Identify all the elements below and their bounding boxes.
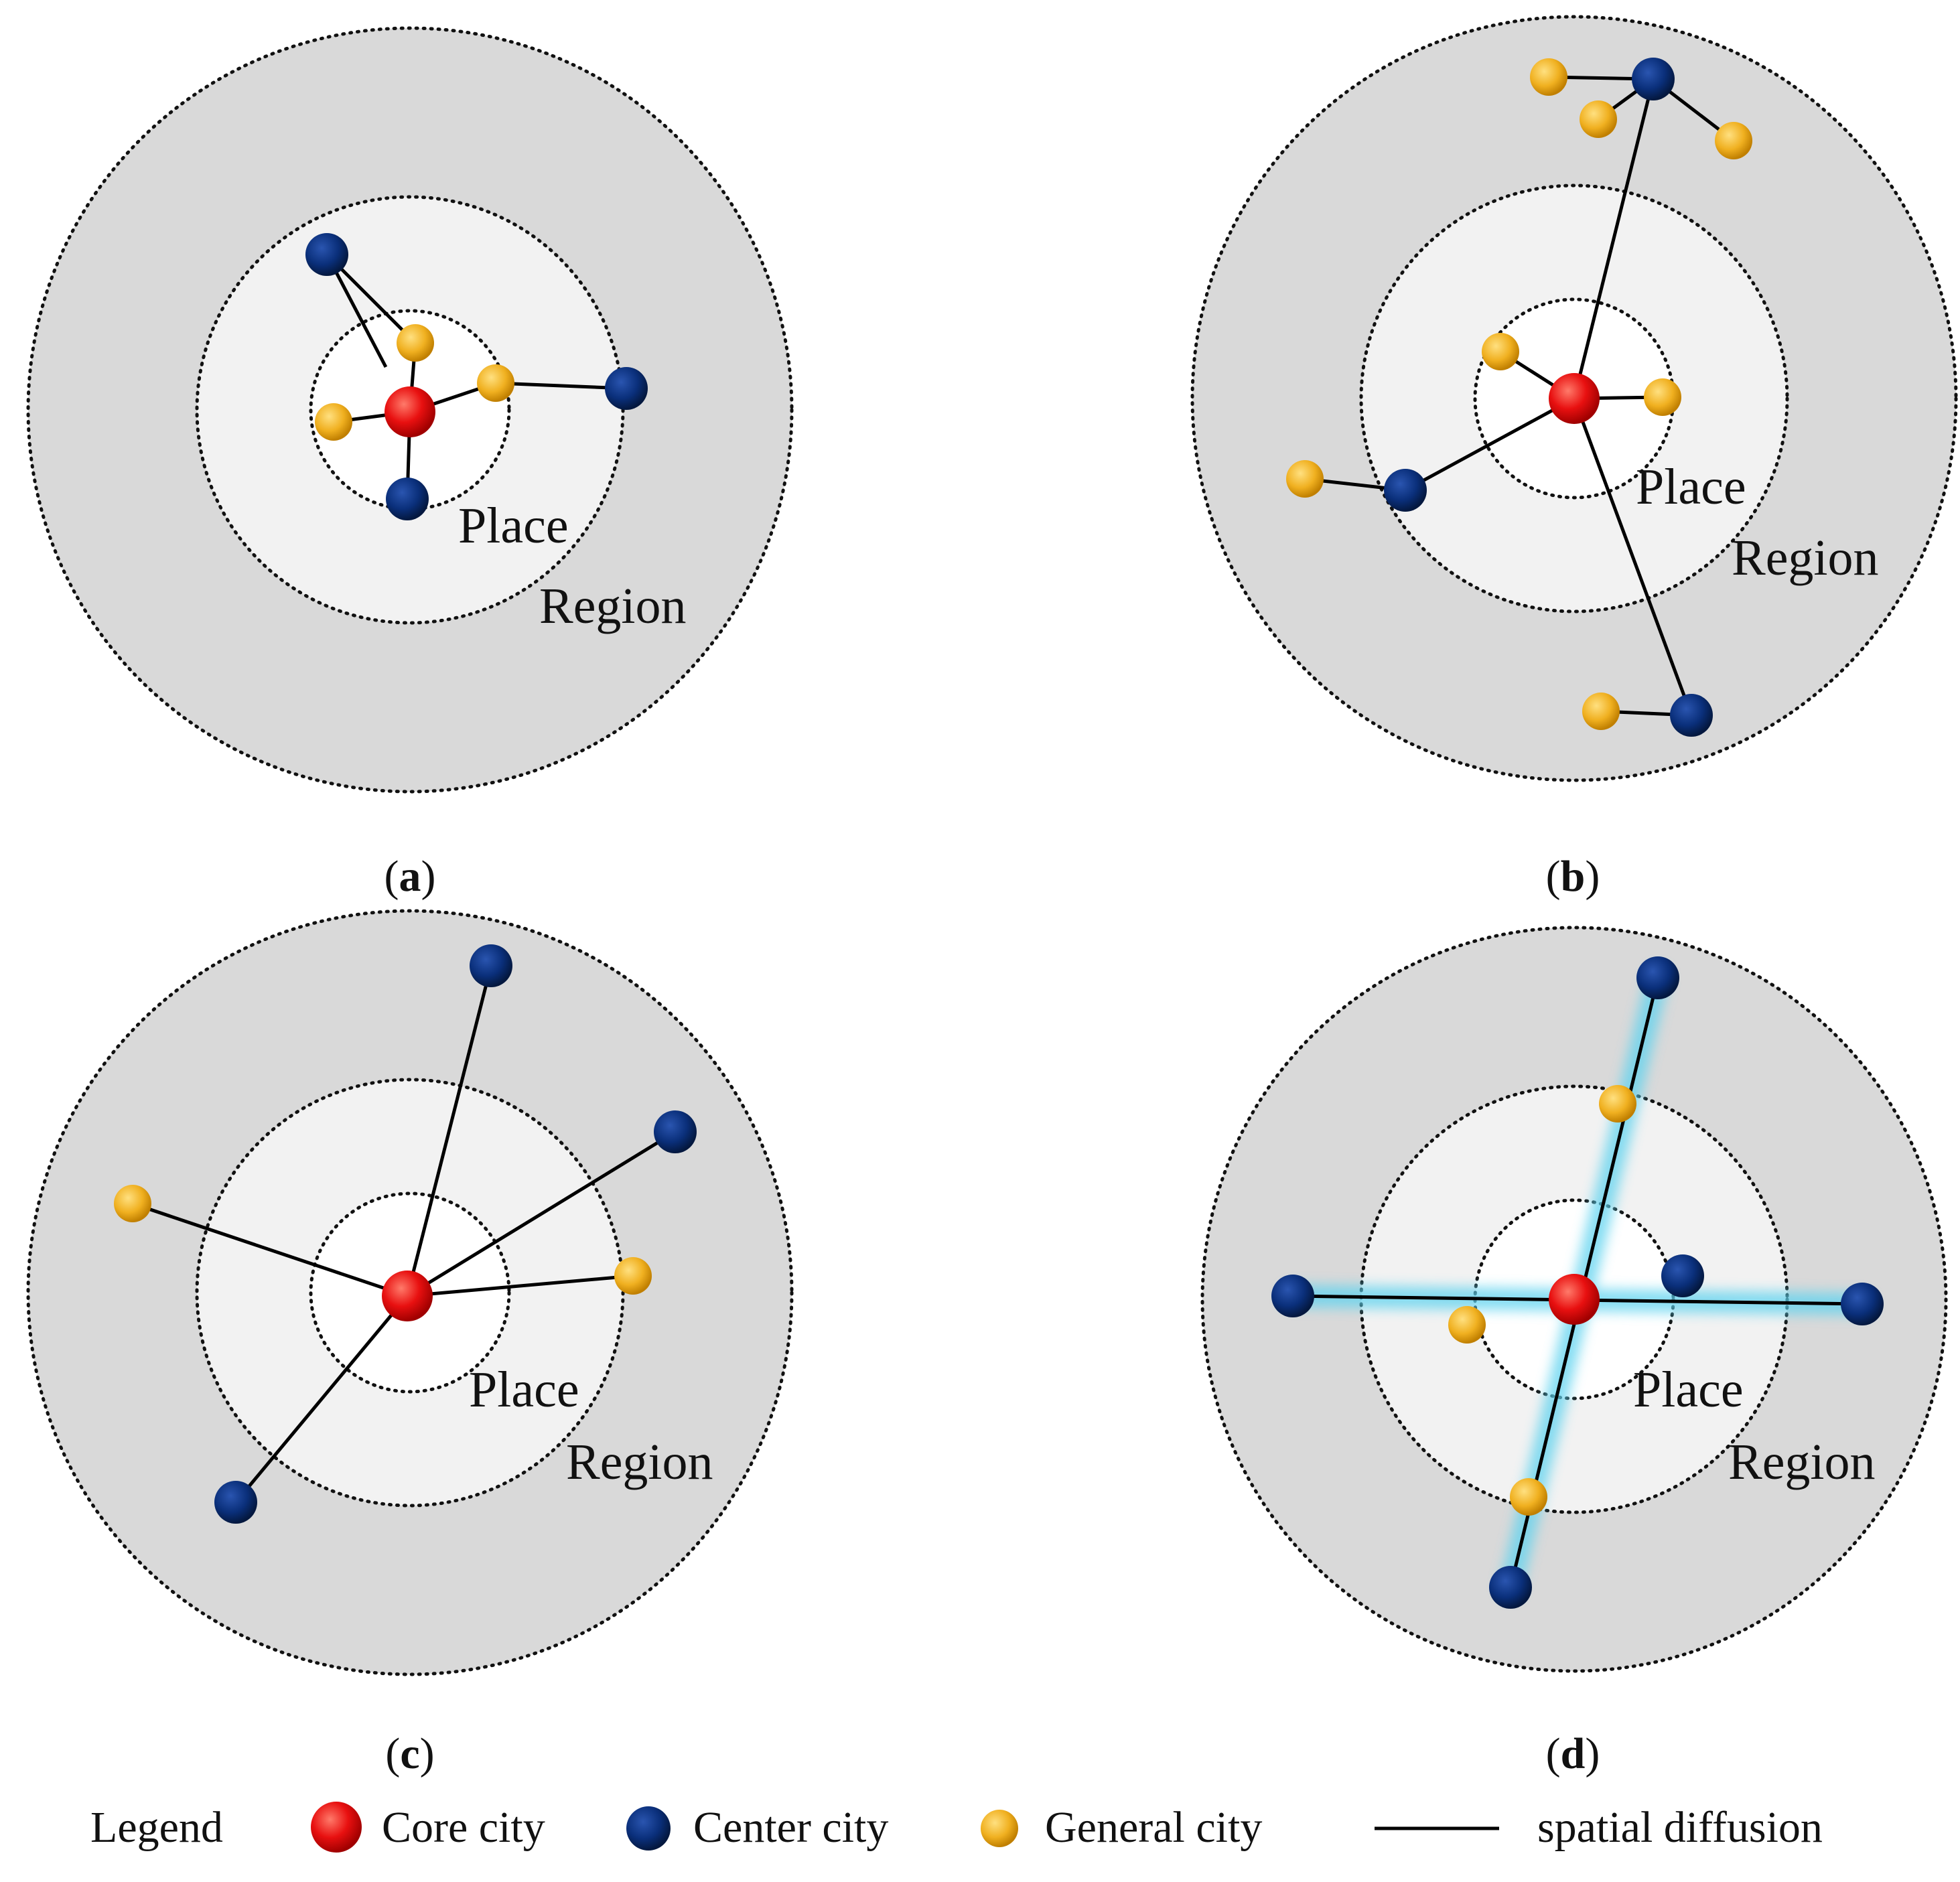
legend-general-city-label: General city (1045, 1803, 1262, 1852)
panel-label-open: ( (385, 1729, 400, 1778)
legend-center-city-label: Center city (693, 1803, 888, 1852)
general-city-node (397, 324, 434, 362)
general-city-node (1510, 1478, 1547, 1516)
place-label: Place (1636, 459, 1746, 515)
center-city-node (214, 1481, 257, 1524)
panel-label-letter: a (399, 852, 421, 901)
panel-label-open: ( (1546, 852, 1561, 901)
legend-general-city-swatch (981, 1810, 1018, 1847)
general-city-node (1715, 122, 1752, 159)
panel-b: Place Region (b) (1190, 15, 1958, 901)
place-label: Place (1633, 1362, 1744, 1418)
general-city-node (614, 1257, 652, 1295)
legend-core-city-label: Core city (382, 1803, 545, 1852)
center-city-node (1384, 469, 1427, 512)
center-city-node (1661, 1254, 1704, 1297)
center-city-node (1841, 1283, 1884, 1325)
region-label: Region (1732, 530, 1879, 586)
panel-label-b: (b) (1546, 852, 1600, 901)
center-city-node (305, 233, 348, 276)
center-city-node (654, 1110, 697, 1153)
general-city-node (1482, 333, 1519, 370)
legend: Legend Core city Center city General cit… (90, 1802, 1823, 1853)
panel-label-open: ( (384, 852, 399, 901)
panel-label-d: (d) (1546, 1729, 1600, 1778)
general-city-node (315, 403, 352, 441)
core-city-node (382, 1271, 433, 1321)
core-city-node (384, 386, 435, 437)
center-city-node (1670, 694, 1713, 737)
center-city-node (1271, 1275, 1314, 1317)
panel-label-close: ) (420, 1729, 435, 1778)
region-label: Region (1728, 1434, 1876, 1490)
panel-label-letter: b (1561, 852, 1586, 901)
center-city-node (386, 478, 429, 520)
legend-center-city-swatch (626, 1806, 671, 1851)
general-city-node (1599, 1085, 1636, 1123)
core-city-node (1549, 373, 1600, 424)
general-city-node (1530, 58, 1567, 96)
legend-spatial-diffusion-label: spatial diffusion (1537, 1803, 1823, 1852)
general-city-node (477, 364, 514, 402)
panel-a: Place Region (a) (26, 26, 794, 901)
core-city-node (1549, 1274, 1600, 1325)
general-city-node (1286, 460, 1324, 498)
panel-c: Place Region (c) (26, 909, 794, 1778)
general-city-node (1644, 378, 1681, 416)
diffusion-links (132, 965, 677, 1504)
center-city-node (1636, 956, 1679, 999)
center-city-node (1489, 1566, 1532, 1609)
panel-label-letter: d (1561, 1729, 1586, 1778)
panel-label-c: (c) (385, 1729, 434, 1778)
panel-label-close: ) (1585, 1729, 1600, 1778)
legend-title: Legend (90, 1803, 223, 1852)
region-label: Region (539, 578, 687, 634)
general-city-node (1580, 100, 1617, 138)
center-city-node (470, 944, 512, 987)
panel-label-letter: c (400, 1729, 419, 1778)
panel-label-a: (a) (384, 852, 436, 901)
center-city-node (605, 367, 648, 410)
panel-d: Place Region (d) (1200, 926, 1948, 1778)
legend-core-city-swatch (311, 1802, 362, 1853)
panel-label-open: ( (1546, 1729, 1561, 1778)
panel-label-close: ) (1585, 852, 1600, 901)
general-city-node (1448, 1306, 1486, 1344)
center-city-node (1632, 58, 1675, 100)
region-label: Region (566, 1434, 713, 1490)
panel-label-close: ) (421, 852, 436, 901)
place-label: Place (458, 498, 569, 554)
place-label: Place (469, 1362, 579, 1418)
general-city-node (114, 1185, 151, 1222)
general-city-node (1582, 693, 1620, 730)
